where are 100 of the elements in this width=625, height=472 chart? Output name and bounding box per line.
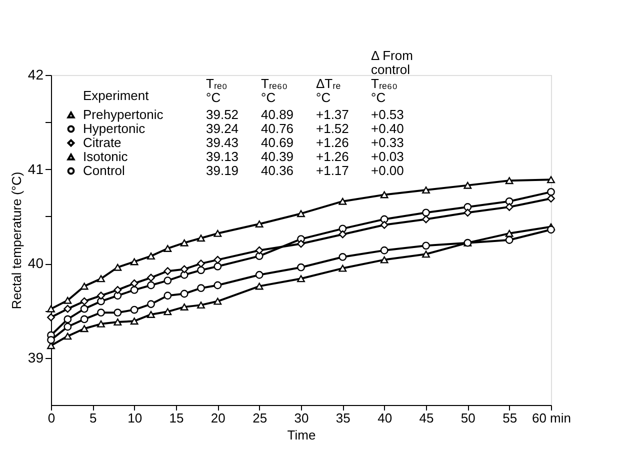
point bbox=[130, 279, 138, 288]
point bbox=[338, 253, 347, 261]
point bbox=[380, 220, 388, 229]
point bbox=[422, 215, 430, 224]
point bbox=[464, 182, 472, 189]
point bbox=[255, 282, 264, 290]
annotation: Δ From control Tᵣₑ₆₀ °C bbox=[371, 48, 413, 105]
point bbox=[147, 274, 155, 282]
point bbox=[180, 303, 188, 310]
point bbox=[505, 230, 514, 237]
point bbox=[180, 265, 188, 274]
annotation: 40.76 bbox=[261, 121, 294, 136]
point bbox=[80, 304, 88, 313]
point bbox=[464, 208, 472, 217]
point bbox=[164, 292, 172, 300]
legend-title: Experiment bbox=[83, 88, 150, 103]
annotation: 40.36 bbox=[261, 163, 294, 178]
point bbox=[197, 302, 205, 309]
x-tick-label: 0 bbox=[48, 410, 56, 426]
legend-label: Control bbox=[83, 163, 126, 178]
x-tick-label: 20 bbox=[210, 410, 226, 426]
annotation: +1.26 bbox=[316, 135, 349, 150]
point bbox=[255, 220, 264, 228]
point bbox=[297, 275, 305, 282]
x-tick-label: 30 bbox=[294, 410, 309, 426]
point bbox=[147, 310, 155, 318]
annotation: +0.33 bbox=[371, 135, 404, 150]
annotation: +1.26 bbox=[316, 149, 349, 164]
point bbox=[197, 234, 205, 242]
point bbox=[164, 308, 172, 316]
point bbox=[380, 256, 388, 264]
point bbox=[422, 208, 430, 217]
point bbox=[114, 264, 122, 271]
x-tick-label: 10 bbox=[128, 410, 142, 426]
point bbox=[130, 286, 138, 294]
point bbox=[422, 250, 430, 258]
point bbox=[64, 296, 72, 304]
y-tick-label: 42 bbox=[28, 66, 44, 82]
point bbox=[47, 336, 55, 344]
point bbox=[380, 191, 388, 198]
point bbox=[97, 320, 105, 328]
point bbox=[422, 186, 430, 194]
annotation: 39.43 bbox=[206, 135, 239, 150]
point bbox=[464, 203, 472, 211]
x-tick-label: 5 bbox=[90, 410, 97, 426]
legend-label: Citrate bbox=[83, 135, 122, 150]
annotation: 39.13 bbox=[206, 149, 239, 164]
point bbox=[64, 315, 72, 324]
annotation: 39.19 bbox=[206, 163, 239, 178]
x-tick-label: 55 bbox=[502, 410, 518, 426]
point bbox=[164, 267, 172, 276]
point bbox=[197, 284, 205, 292]
annotation: +1.52 bbox=[316, 121, 349, 136]
point bbox=[64, 304, 72, 313]
x-tick-label: 50 bbox=[460, 410, 476, 426]
annotation: ΔTᵣₑ °C bbox=[316, 76, 341, 105]
point bbox=[214, 262, 222, 270]
point bbox=[64, 332, 72, 340]
point bbox=[80, 325, 88, 332]
x-tick-label: 40 bbox=[378, 410, 392, 426]
x-axis-title: Time bbox=[287, 428, 316, 442]
annotation: Tᵣₑ₀ °C bbox=[206, 76, 228, 105]
point bbox=[130, 306, 138, 314]
annotation: 39.24 bbox=[206, 121, 239, 136]
annotation: +0.53 bbox=[371, 107, 404, 122]
point bbox=[97, 292, 105, 300]
point bbox=[297, 210, 305, 218]
x-tick-label: 60 min bbox=[532, 410, 572, 426]
point bbox=[80, 315, 88, 324]
point bbox=[180, 290, 188, 298]
point bbox=[547, 176, 555, 184]
y-axis-title: Rectal temperature (°C) bbox=[8, 172, 24, 310]
point bbox=[505, 236, 514, 244]
point bbox=[297, 240, 305, 248]
point bbox=[255, 270, 264, 279]
point bbox=[97, 308, 105, 317]
point bbox=[505, 203, 514, 211]
y-tick-label: 40 bbox=[28, 255, 44, 272]
y-tick-label: 41 bbox=[28, 160, 44, 177]
annotation: +0.00 bbox=[371, 163, 404, 178]
point bbox=[338, 198, 347, 205]
point bbox=[197, 266, 205, 274]
annotation: +0.03 bbox=[371, 149, 404, 164]
x-tick-label: 35 bbox=[336, 410, 350, 426]
legend-label: Hypertonic bbox=[83, 121, 146, 136]
point bbox=[147, 300, 155, 308]
point bbox=[147, 281, 155, 290]
annotation: +1.17 bbox=[316, 163, 349, 178]
point bbox=[130, 258, 138, 266]
point bbox=[380, 246, 388, 254]
point bbox=[297, 263, 305, 272]
point bbox=[114, 318, 122, 326]
point bbox=[64, 322, 72, 331]
annotation: 39.52 bbox=[206, 107, 239, 122]
annotation: +0.40 bbox=[371, 121, 404, 136]
legend-label: Prehypertonic bbox=[83, 107, 164, 122]
point bbox=[214, 298, 222, 305]
point bbox=[255, 252, 264, 260]
x-tick-label: 45 bbox=[419, 410, 434, 426]
point bbox=[114, 286, 122, 294]
